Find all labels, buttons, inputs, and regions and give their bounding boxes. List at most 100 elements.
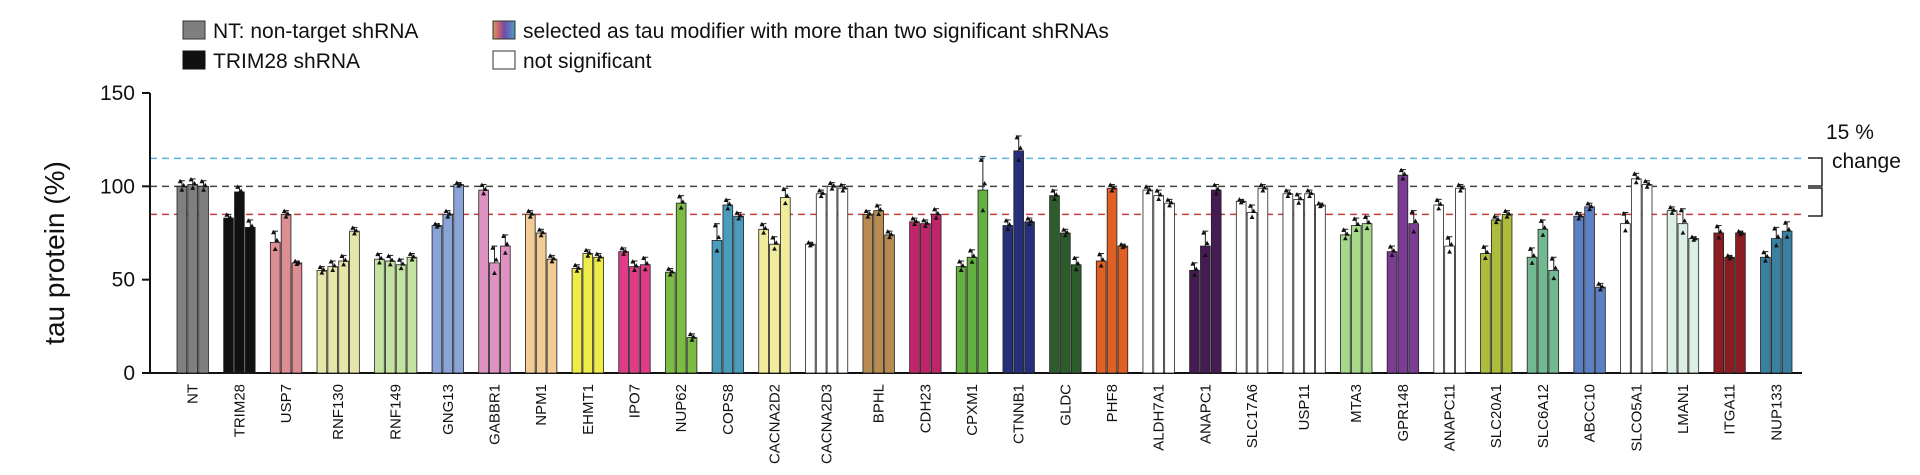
- bar: [1760, 256, 1771, 374]
- data-point: [583, 247, 589, 253]
- data-point: [247, 229, 253, 234]
- bar-group-lman1: [1666, 204, 1700, 374]
- data-point: [921, 217, 926, 223]
- data-point: [1714, 223, 1720, 229]
- bar-group-ctnnb1: [1002, 135, 1035, 374]
- data-point: [1143, 184, 1149, 189]
- data-point: [1493, 219, 1499, 225]
- y-axis: 0 50 100 150: [100, 82, 151, 385]
- bar: [815, 193, 827, 374]
- data-point: [1504, 214, 1510, 219]
- bar: [665, 271, 676, 374]
- data-point: [1098, 263, 1104, 268]
- data-point: [400, 261, 406, 266]
- bar: [384, 260, 396, 374]
- data-point: [1718, 229, 1723, 234]
- category-label: GABBR1: [486, 384, 503, 445]
- data-point: [227, 214, 233, 220]
- data-point: [831, 183, 837, 188]
- category-label: SLCO5A1: [1628, 384, 1645, 452]
- data-point: [529, 211, 535, 216]
- data-point: [1553, 265, 1558, 270]
- data-point: [1202, 252, 1208, 258]
- data-point: [1716, 235, 1722, 240]
- data-point: [1529, 260, 1535, 265]
- bar: [955, 266, 967, 374]
- data-point: [806, 240, 811, 245]
- data-point: [829, 186, 835, 191]
- data-point: [547, 253, 553, 258]
- data-point: [622, 248, 628, 253]
- data-point: [1646, 181, 1652, 186]
- data-point: [1587, 206, 1592, 212]
- bar: [338, 260, 349, 374]
- bar: [1781, 230, 1793, 374]
- data-point: [689, 337, 695, 342]
- bar: [453, 184, 464, 374]
- bar: [571, 268, 583, 374]
- data-point: [913, 218, 919, 224]
- data-point: [1193, 266, 1199, 271]
- bar: [837, 187, 849, 374]
- data-point: [910, 216, 916, 221]
- y-tick-label: 100: [100, 175, 135, 198]
- bar: [1024, 221, 1035, 374]
- data-point: [1682, 218, 1688, 223]
- data-point: [285, 211, 291, 216]
- bar-group-gpr148: [1386, 167, 1420, 374]
- data-point: [816, 188, 822, 193]
- data-point: [1296, 200, 1302, 205]
- bar: [686, 337, 698, 374]
- data-point: [1050, 188, 1056, 193]
- data-point: [1366, 219, 1372, 225]
- data-point: [1073, 266, 1079, 272]
- bar: [884, 234, 895, 374]
- data-point: [1316, 200, 1322, 206]
- data-point: [1598, 286, 1603, 292]
- data-point: [504, 241, 510, 246]
- data-point: [888, 231, 894, 237]
- bar: [442, 213, 454, 374]
- data-point: [809, 241, 815, 246]
- data-point: [960, 263, 966, 268]
- data-point: [375, 251, 381, 257]
- data-point: [784, 193, 790, 198]
- data-point: [1111, 185, 1117, 190]
- data-point: [502, 250, 508, 255]
- legend-swatch-trim28: [182, 50, 206, 70]
- data-point: [1344, 231, 1350, 236]
- legend-swatch-modifier: [492, 20, 516, 40]
- data-point: [490, 245, 496, 250]
- data-point: [271, 229, 276, 235]
- data-point: [1786, 226, 1792, 232]
- data-point: [714, 248, 720, 253]
- bar-group-mta3: [1340, 214, 1373, 374]
- bar: [1164, 202, 1175, 374]
- bar: [269, 241, 281, 374]
- category-label: MTA3: [1348, 384, 1365, 423]
- data-point: [1190, 261, 1196, 266]
- data-point: [1109, 188, 1115, 193]
- data-point: [1736, 228, 1742, 234]
- bar: [1397, 174, 1409, 374]
- data-point: [644, 260, 650, 266]
- data-point: [1145, 189, 1151, 195]
- bar: [618, 251, 629, 374]
- category-label: NT: [185, 384, 202, 404]
- legend: NT: non-target shRNA TRIM28 shRNA select…: [182, 20, 1109, 73]
- data-point: [409, 257, 415, 262]
- data-point: [1667, 204, 1673, 210]
- data-point: [1118, 241, 1124, 247]
- y-tick-label: 150: [100, 82, 135, 105]
- data-point: [1240, 198, 1246, 203]
- data-point: [642, 266, 648, 272]
- bar-group-nup133: [1760, 220, 1793, 374]
- bar-group-rnf130: [316, 225, 360, 374]
- data-point: [1387, 244, 1393, 249]
- bar: [1095, 260, 1107, 374]
- bar: [1595, 286, 1606, 374]
- data-point: [762, 225, 768, 231]
- data-point: [1355, 221, 1361, 227]
- data-point: [594, 251, 600, 256]
- category-label: IPO7: [626, 384, 643, 418]
